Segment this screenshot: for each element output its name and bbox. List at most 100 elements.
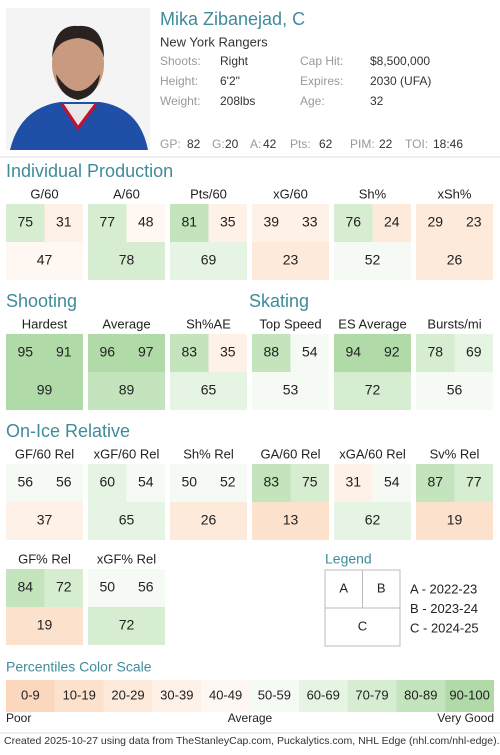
percentile-cell: [252, 372, 329, 410]
scale-bin: [298, 680, 348, 712]
percentile-value: 19: [447, 512, 463, 528]
info-label: Expires:: [300, 74, 343, 88]
info-value: Right: [220, 54, 249, 68]
percentile-value: 83: [181, 344, 197, 360]
percentile-value: 13: [283, 512, 299, 528]
percentile-value: 69: [466, 344, 482, 360]
scale-label: 0-9: [21, 687, 40, 702]
percentile-cell: [334, 464, 373, 502]
stat-value: 42: [263, 137, 277, 151]
percentile-cell: [44, 204, 83, 242]
percentile-value: 26: [201, 512, 217, 528]
percentile-cell: [170, 204, 209, 242]
info-label: Height:: [160, 74, 198, 88]
percentile-cell: [454, 334, 493, 372]
percentile-value: 54: [138, 474, 154, 490]
metric-label: Average: [102, 316, 150, 331]
percentile-value: 87: [427, 474, 443, 490]
percentile-cell: [208, 464, 247, 502]
scale-label: 80-89: [404, 687, 437, 702]
scale-label: 40-49: [209, 687, 242, 702]
percentile-cell: [6, 464, 45, 502]
percentile-value: 95: [17, 344, 33, 360]
stat-value: 20: [225, 137, 239, 151]
stat-value: 18:46: [433, 137, 463, 151]
percentile-cell: [252, 334, 291, 372]
scale-bin: [201, 680, 250, 712]
percentile-cell: [88, 334, 127, 372]
percentile-cell: [6, 204, 45, 242]
metric-label: Pts/60: [190, 186, 227, 201]
stat-label: TOI:: [405, 137, 428, 151]
metric-label: A/60: [113, 186, 140, 201]
percentile-cell: [416, 242, 493, 280]
scale-bin: [54, 680, 104, 712]
percentile-value: 75: [302, 474, 318, 490]
scale-bin: [347, 680, 397, 712]
legend-title: Legend: [325, 551, 372, 567]
metric-label: xGF% Rel: [97, 551, 156, 566]
percentile-cell: [170, 464, 209, 502]
percentile-value: 83: [263, 474, 279, 490]
section-title: Skating: [249, 291, 309, 311]
percentile-cell: [208, 204, 247, 242]
metric-label: Sh% Rel: [183, 446, 234, 461]
scale-mid: Average: [228, 711, 273, 725]
scale-label: 30-39: [160, 687, 193, 702]
percentile-cell: [290, 334, 329, 372]
scale-bin: [103, 680, 153, 712]
percentile-cell: [126, 569, 165, 607]
legend-cell: A: [339, 580, 348, 595]
info-value: 32: [370, 94, 384, 108]
percentile-cell: [334, 242, 411, 280]
percentile-cell: [252, 242, 329, 280]
percentile-value: 56: [56, 474, 72, 490]
percentile-value: 26: [447, 252, 463, 268]
percentile-value: 50: [99, 579, 115, 595]
percentile-value: 77: [99, 214, 115, 230]
percentile-cell: [416, 502, 493, 540]
percentile-cell: [372, 464, 411, 502]
percentile-cell: [416, 464, 455, 502]
percentile-value: 65: [201, 382, 217, 398]
metric-label: xGA/60 Rel: [339, 446, 406, 461]
percentile-cell: [6, 607, 83, 645]
percentile-cell: [290, 464, 329, 502]
metric-label: Sv% Rel: [430, 446, 480, 461]
percentile-value: 96: [99, 344, 115, 360]
percentile-value: 47: [37, 252, 53, 268]
scale-label: 90-100: [449, 687, 489, 702]
percentile-cell: [126, 334, 165, 372]
stat-value: 82: [187, 137, 201, 151]
percentile-cell: [170, 334, 209, 372]
section-title: Shooting: [6, 291, 77, 311]
scale-bin: [152, 680, 202, 712]
percentile-cell: [44, 334, 83, 372]
percentile-value: 76: [345, 214, 361, 230]
scale-high: Very Good: [437, 711, 494, 725]
scale-label: 10-19: [63, 687, 96, 702]
percentile-value: 92: [384, 344, 400, 360]
percentile-value: 72: [119, 617, 135, 633]
percentile-cell: [6, 372, 83, 410]
percentile-value: 84: [17, 579, 33, 595]
percentile-value: 78: [427, 344, 443, 360]
percentile-cell: [6, 242, 83, 280]
legend-entry: B - 2023-24: [410, 601, 478, 616]
percentile-value: 77: [466, 474, 482, 490]
percentile-cell: [88, 464, 127, 502]
scale-bin: [396, 680, 446, 712]
percentile-value: 29: [427, 214, 443, 230]
section-title: On-Ice Relative: [6, 421, 130, 441]
percentile-value: 72: [365, 382, 381, 398]
percentile-value: 19: [37, 617, 53, 633]
percentile-cell: [88, 242, 165, 280]
player-photo: [6, 8, 150, 150]
percentile-value: 31: [345, 474, 361, 490]
percentile-value: 54: [302, 344, 318, 360]
metric-label: Top Speed: [259, 316, 321, 331]
percentile-value: 69: [201, 252, 217, 268]
section-title: Individual Production: [6, 161, 173, 181]
percentile-cell: [6, 502, 83, 540]
